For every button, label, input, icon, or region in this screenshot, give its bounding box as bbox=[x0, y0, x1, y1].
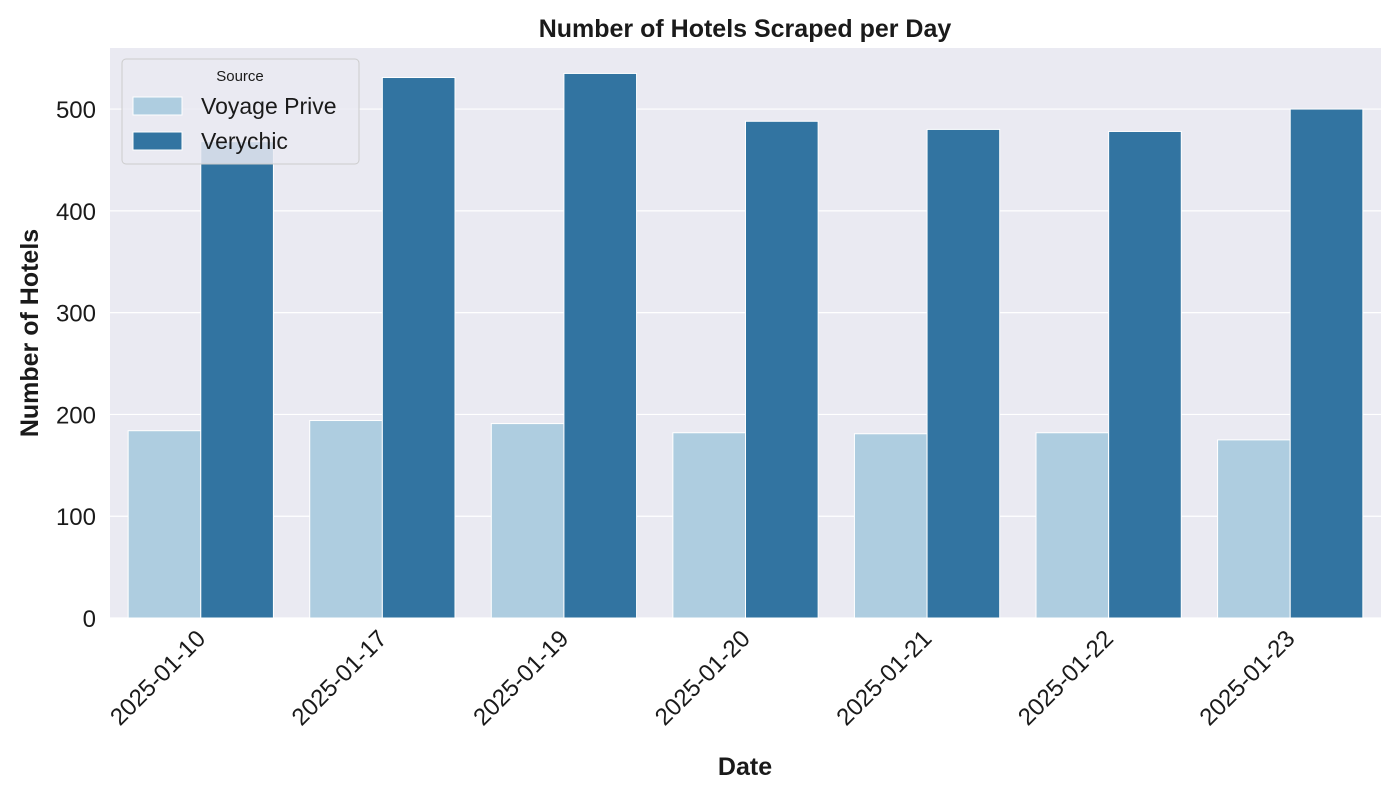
y-tick-label: 500 bbox=[56, 97, 96, 124]
x-tick-label: 2025-01-22 bbox=[1013, 625, 1119, 731]
bar-verychic bbox=[926, 128, 1001, 619]
y-tick-label: 300 bbox=[56, 301, 96, 328]
x-axis-ticks: 2025-01-10 2025-01-17 2025-01-19 2025-01-20… bbox=[105, 625, 1300, 731]
bar-verychic bbox=[1289, 108, 1364, 619]
bar-voyage-prive bbox=[672, 432, 746, 619]
bar-voyage-prive bbox=[853, 433, 928, 619]
bar-verychic bbox=[563, 72, 638, 619]
x-axis-label: Date bbox=[718, 753, 772, 781]
x-tick-label: 2025-01-23 bbox=[1195, 625, 1301, 731]
bar-voyage-prive bbox=[1217, 439, 1291, 619]
bar-voyage-prive bbox=[127, 430, 202, 619]
x-tick-label: 2025-01-19 bbox=[468, 625, 574, 731]
bar-voyage-prive bbox=[309, 420, 383, 619]
y-tick-label: 400 bbox=[56, 199, 96, 226]
bar-voyage-prive bbox=[1035, 432, 1110, 619]
legend-label: Voyage Prive bbox=[201, 93, 337, 119]
legend-swatch bbox=[132, 131, 183, 151]
x-tick-label: 2025-01-17 bbox=[287, 625, 393, 731]
x-tick-label: 2025-01-21 bbox=[831, 625, 937, 731]
bars bbox=[127, 72, 1364, 619]
bar-verychic bbox=[381, 77, 456, 619]
y-axis-ticks: 0 100 200 300 400 500 bbox=[56, 97, 96, 633]
bar-verychic bbox=[1108, 130, 1182, 619]
bar-verychic bbox=[745, 120, 819, 619]
legend-label: Verychic bbox=[201, 128, 288, 154]
legend-items: Voyage Prive Verychic bbox=[132, 93, 337, 154]
y-tick-label: 100 bbox=[56, 504, 96, 531]
y-tick-label: 0 bbox=[83, 606, 96, 633]
legend-title: Source bbox=[216, 68, 264, 85]
chart-title: Number of Hotels Scraped per Day bbox=[539, 15, 952, 43]
legend-swatch bbox=[132, 96, 183, 116]
x-tick-label: 2025-01-10 bbox=[105, 625, 211, 731]
bar-verychic bbox=[200, 141, 274, 619]
y-tick-label: 200 bbox=[56, 402, 96, 429]
x-tick-label: 2025-01-20 bbox=[650, 625, 756, 731]
legend: Source Voyage Prive Verychic bbox=[121, 58, 360, 165]
y-axis-label: Number of Hotels bbox=[16, 229, 44, 437]
bar-voyage-prive bbox=[490, 423, 565, 619]
